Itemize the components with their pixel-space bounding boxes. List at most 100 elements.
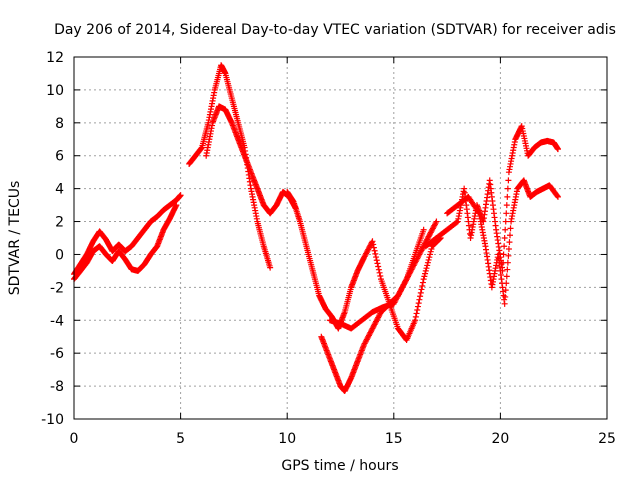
data-point <box>417 293 424 300</box>
data-point <box>500 251 507 258</box>
y-tick-label: 12 <box>46 50 64 66</box>
data-point <box>423 265 430 272</box>
x-axis-label: GPS time / hours <box>281 458 398 474</box>
data-point <box>267 264 274 271</box>
x-tick-label: 15 <box>385 431 403 447</box>
series-track-b <box>71 202 180 283</box>
data-point <box>432 219 439 226</box>
data-point <box>503 280 510 287</box>
data-point <box>425 256 432 263</box>
data-point <box>505 252 512 259</box>
data-point <box>453 219 460 226</box>
data-point <box>502 287 509 294</box>
data-point <box>373 257 380 264</box>
data-point <box>419 282 426 289</box>
data-point <box>424 262 431 269</box>
data-point <box>504 266 511 273</box>
data-point <box>419 279 426 286</box>
plot-frame <box>73 56 608 420</box>
data-point <box>504 259 511 266</box>
data-point <box>414 303 421 310</box>
data-point <box>412 313 419 320</box>
data-point <box>507 225 514 232</box>
y-tick-label: 6 <box>55 149 64 165</box>
data-point <box>421 273 428 280</box>
data-point <box>502 293 509 300</box>
y-tick-label: -10 <box>41 412 64 428</box>
data-point <box>415 300 422 307</box>
series-track-d <box>203 103 299 217</box>
x-tick-label: 5 <box>176 431 185 447</box>
data-point <box>503 202 510 209</box>
data-point <box>369 238 376 245</box>
data-point <box>422 270 429 277</box>
data-point <box>505 245 512 252</box>
x-tick-label: 25 <box>598 431 616 447</box>
data-point <box>475 208 482 215</box>
data-point <box>501 243 508 250</box>
data-point <box>371 247 378 254</box>
data-point <box>426 254 433 261</box>
y-tick-label: -2 <box>50 280 64 296</box>
data-point <box>416 296 423 303</box>
series-track-i <box>444 177 561 307</box>
data-point <box>420 226 427 233</box>
series-track-g <box>326 218 440 332</box>
data-point <box>502 218 509 225</box>
data-point <box>501 235 508 241</box>
data-point <box>177 192 184 199</box>
marker-layer <box>71 62 561 395</box>
data-point <box>173 202 180 209</box>
data-point <box>424 259 431 266</box>
y-tick-label: -6 <box>50 346 64 362</box>
series-track-e <box>284 188 444 344</box>
data-point <box>372 250 379 257</box>
y-tick-label: -4 <box>50 313 64 329</box>
data-point <box>505 177 512 184</box>
data-point <box>504 185 511 192</box>
data-point <box>503 273 510 280</box>
data-point <box>412 317 419 324</box>
series-track-h <box>422 123 561 274</box>
y-tick-label: 10 <box>46 83 64 99</box>
chart-title: Day 206 of 2014, Sidereal Day-to-day VTE… <box>54 22 616 38</box>
data-point <box>504 193 511 200</box>
data-point <box>370 244 377 251</box>
data-point <box>503 210 510 217</box>
x-tick-label: 0 <box>70 431 79 447</box>
data-point <box>433 218 440 225</box>
data-point <box>506 232 513 239</box>
data-point <box>370 241 377 248</box>
data-point <box>502 226 509 233</box>
data-point <box>414 306 421 313</box>
data-point <box>377 272 384 279</box>
data-point <box>427 248 434 255</box>
data-point <box>501 300 508 307</box>
y-axis-label: SDTVAR / TECUs <box>7 181 23 296</box>
series-track-c <box>186 62 274 271</box>
data-point <box>413 310 420 317</box>
data-point <box>376 269 383 276</box>
data-point <box>422 267 429 274</box>
data-point <box>373 254 380 261</box>
y-tick-label: -8 <box>50 379 64 395</box>
data-point <box>375 263 382 270</box>
y-tick-label: 4 <box>55 182 64 198</box>
y-tick-label: 8 <box>55 116 64 132</box>
data-point <box>554 193 561 200</box>
data-point <box>374 260 381 267</box>
data-point <box>554 192 561 199</box>
data-point <box>420 276 427 283</box>
x-tick-label: 10 <box>278 431 296 447</box>
data-point <box>418 286 425 293</box>
data-point <box>428 245 435 252</box>
axis-layer: 0 5 10 15 20 25 -10 -8 -6 -4 -2 0 2 4 6 8 10 12 <box>41 50 616 447</box>
grid-layer <box>74 57 607 419</box>
y-tick-label: 2 <box>55 215 64 231</box>
series-track-a <box>71 192 184 278</box>
data-point <box>417 289 424 296</box>
data-point <box>427 251 434 258</box>
data-point <box>554 146 561 153</box>
data-point <box>506 239 513 246</box>
